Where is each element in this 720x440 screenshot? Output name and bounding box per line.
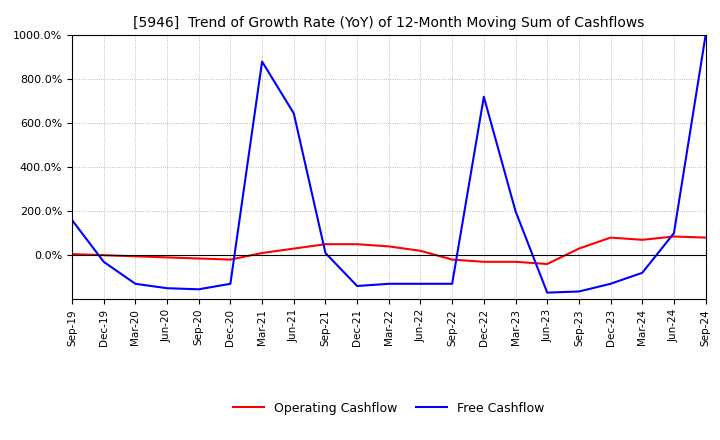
Free Cashflow xyxy=(353,283,361,289)
Free Cashflow xyxy=(670,231,678,236)
Operating Cashflow xyxy=(194,256,203,261)
Free Cashflow xyxy=(194,287,203,292)
Free Cashflow xyxy=(226,281,235,286)
Free Cashflow xyxy=(638,270,647,275)
Operating Cashflow xyxy=(163,255,171,260)
Free Cashflow xyxy=(701,33,710,38)
Free Cashflow xyxy=(480,94,488,99)
Operating Cashflow xyxy=(638,237,647,242)
Free Cashflow xyxy=(163,286,171,291)
Operating Cashflow xyxy=(701,235,710,240)
Title: [5946]  Trend of Growth Rate (YoY) of 12-Month Moving Sum of Cashflows: [5946] Trend of Growth Rate (YoY) of 12-… xyxy=(133,16,644,30)
Free Cashflow xyxy=(606,281,615,286)
Operating Cashflow xyxy=(289,246,298,251)
Free Cashflow xyxy=(543,290,552,295)
Operating Cashflow xyxy=(384,244,393,249)
Operating Cashflow xyxy=(68,252,76,257)
Free Cashflow xyxy=(131,281,140,286)
Operating Cashflow xyxy=(480,259,488,264)
Free Cashflow xyxy=(448,281,456,286)
Operating Cashflow xyxy=(99,253,108,258)
Free Cashflow xyxy=(99,259,108,264)
Line: Free Cashflow: Free Cashflow xyxy=(72,35,706,293)
Legend: Operating Cashflow, Free Cashflow: Operating Cashflow, Free Cashflow xyxy=(228,397,550,420)
Free Cashflow xyxy=(258,59,266,64)
Operating Cashflow xyxy=(606,235,615,240)
Operating Cashflow xyxy=(131,253,140,259)
Free Cashflow xyxy=(575,289,583,294)
Operating Cashflow xyxy=(543,261,552,267)
Operating Cashflow xyxy=(226,257,235,262)
Operating Cashflow xyxy=(353,242,361,247)
Free Cashflow xyxy=(289,110,298,116)
Operating Cashflow xyxy=(575,246,583,251)
Free Cashflow xyxy=(384,281,393,286)
Operating Cashflow xyxy=(258,250,266,256)
Free Cashflow xyxy=(68,217,76,223)
Operating Cashflow xyxy=(670,234,678,239)
Operating Cashflow xyxy=(448,257,456,262)
Free Cashflow xyxy=(511,209,520,214)
Operating Cashflow xyxy=(321,242,330,247)
Free Cashflow xyxy=(416,281,425,286)
Free Cashflow xyxy=(321,250,330,256)
Line: Operating Cashflow: Operating Cashflow xyxy=(72,237,706,264)
Operating Cashflow xyxy=(511,259,520,264)
Operating Cashflow xyxy=(416,248,425,253)
